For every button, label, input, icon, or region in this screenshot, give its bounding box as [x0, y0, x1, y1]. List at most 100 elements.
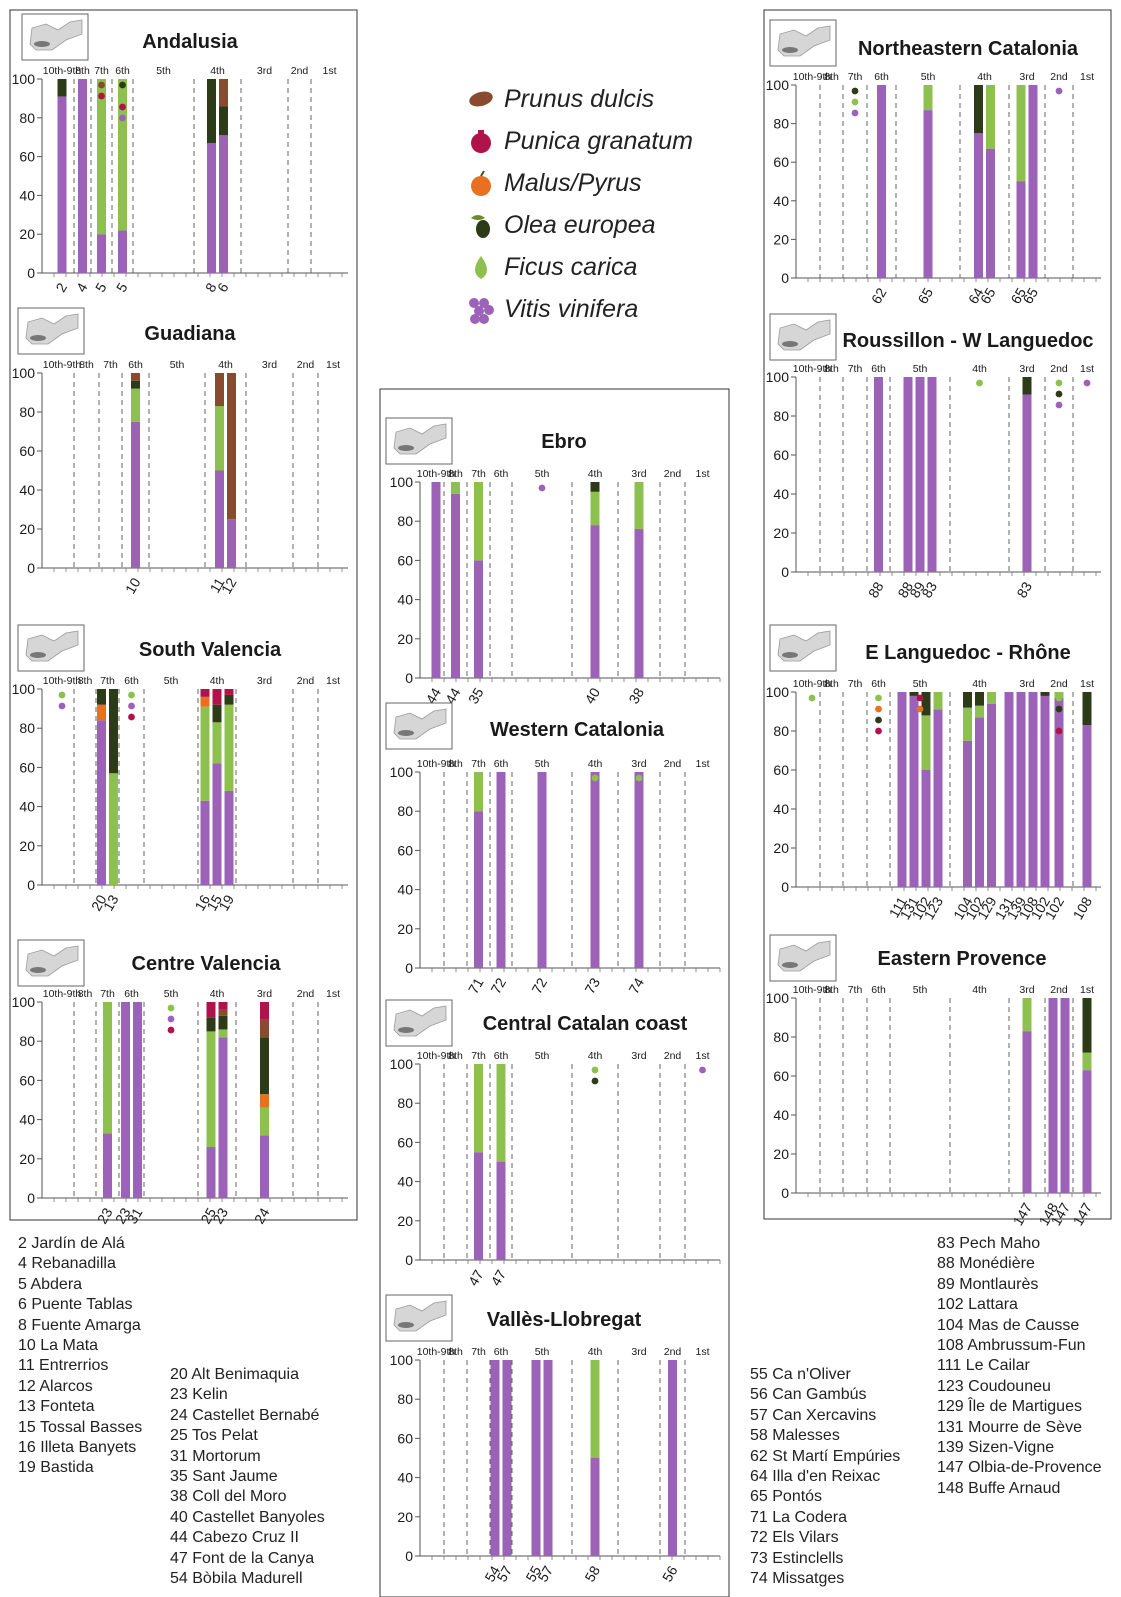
site-list-right-2: 83 Pech Maho 88 Monédière 89 Montlaurès 102… — [937, 1234, 1102, 1499]
bar: 55 — [522, 1360, 544, 1584]
bar-segment-vitis — [897, 692, 907, 887]
bar: 88 — [894, 377, 916, 600]
bar-segment-ficus — [986, 85, 995, 149]
period-label: 7th — [848, 678, 863, 690]
presence-dot-vitis — [1055, 401, 1063, 409]
bar-segment-vitis — [1028, 692, 1038, 887]
presence-dot-ficus — [851, 98, 859, 106]
period-label: 10th-9th — [793, 363, 832, 375]
bar-site-label: 65 — [1007, 285, 1029, 307]
site-list-item: 73 Estinclells — [750, 1549, 844, 1567]
presence-dot-ficus — [1055, 694, 1063, 702]
bar-site-label: 65 — [914, 285, 936, 307]
site-list-item: 20 Alt Benimaquia — [170, 1366, 299, 1383]
site-list-item: 139 Sizen-Vigne — [937, 1439, 1055, 1457]
bar-segment-olea — [131, 380, 140, 389]
bar: 40 — [581, 482, 603, 706]
mini-map-region — [782, 341, 798, 347]
period-label: 5th — [535, 468, 550, 480]
y-tick-label: 60 — [773, 762, 789, 778]
legend-item-malus: Malus/Pyrus — [462, 162, 693, 204]
bar-segment-malus — [97, 704, 106, 721]
bar-segment-punica — [224, 689, 234, 695]
y-tick-label: 40 — [19, 1112, 35, 1128]
bar-segment-ficus — [200, 706, 210, 801]
bar-site-label: 23 — [94, 1205, 116, 1227]
period-label: 8th — [78, 675, 93, 687]
presence-dot-vitis — [1083, 379, 1091, 387]
bar: 6 — [214, 79, 232, 295]
y-tick-label: 20 — [19, 226, 35, 242]
bar-segment-vitis — [502, 1360, 512, 1556]
bar-segment-vitis — [219, 135, 228, 273]
bar-segment-ficus — [474, 1064, 483, 1153]
presence-dot-punica — [1055, 727, 1063, 735]
bar-segment-olea — [212, 704, 222, 723]
period-label: 10th-9th — [43, 675, 82, 687]
chart-panel: Central Catalan coast 0 20 40 60 80 100 10th-9t… — [385, 999, 721, 1288]
y-tick-label: 40 — [773, 486, 789, 502]
bar-segment-vitis — [1004, 692, 1014, 887]
bar-segment-vitis — [903, 377, 913, 572]
period-label: 8th — [448, 1050, 463, 1062]
bar-segment-vitis — [1048, 998, 1058, 1193]
panel-frame — [379, 388, 730, 1597]
bar-segment-vitis — [986, 148, 995, 278]
period-label: 4th — [977, 71, 992, 83]
y-tick-label: 80 — [19, 110, 35, 126]
site-list-item: 2 Jardín de Alá — [18, 1235, 125, 1252]
bar-site-label: 89 — [906, 579, 928, 601]
bar-segment-ficus — [260, 1107, 269, 1136]
period-label: 6th — [494, 1346, 509, 1358]
bar-segment-ficus — [590, 491, 600, 526]
legend-label: Punica granatum — [504, 126, 694, 155]
site-list-item: 58 Malesses — [750, 1427, 840, 1445]
bar-segment-malus — [200, 696, 210, 707]
mini-map-region — [782, 47, 798, 53]
bar: 23 — [112, 1002, 134, 1226]
period-label: 3rd — [1019, 984, 1034, 996]
bar-segment-ficus — [933, 692, 943, 710]
bar-segment-vitis — [227, 519, 236, 568]
presence-dot-ficus — [119, 92, 126, 100]
bar-segment-olea — [218, 1015, 228, 1030]
bar-segment-vitis — [909, 695, 919, 887]
legend-item-vitis: Vitis vinifera — [462, 288, 693, 330]
bar-site-label: 23 — [209, 1205, 231, 1227]
site-list-item: 74 Missatges — [750, 1570, 845, 1588]
bar-site-label: 11 — [206, 575, 227, 596]
bar: 8 — [202, 79, 220, 295]
period-label: 10th-9th — [43, 988, 82, 1000]
presence-dot-vitis — [538, 484, 546, 492]
y-tick-label: 60 — [397, 842, 413, 858]
bar: 2 — [52, 79, 70, 295]
fig-icon — [462, 250, 500, 284]
y-tick-label: 0 — [405, 1252, 413, 1268]
bar-segment-vitis — [474, 560, 483, 678]
period-label: 7th — [100, 988, 115, 1000]
bar-site-label: 57 — [534, 1563, 556, 1585]
bar-segment-vitis — [474, 811, 483, 968]
period-label: 3rd — [631, 468, 646, 480]
bar: 147 — [1010, 998, 1035, 1228]
chart-title: Northeastern Catalonia — [858, 38, 1079, 60]
bar-segment-ficus — [103, 1002, 112, 1134]
site-list-item: 31 Mortorum — [170, 1447, 261, 1465]
y-tick-label: 40 — [397, 1470, 413, 1486]
bar-segment-vitis — [224, 790, 234, 885]
site-list-item: 104 Mas de Causse — [937, 1316, 1080, 1334]
bar-segment-olea — [260, 1037, 269, 1095]
presence-dot-vitis — [1055, 716, 1063, 724]
period-label: 4th — [972, 984, 987, 996]
y-tick-label: 100 — [12, 365, 36, 381]
y-tick-label: 20 — [19, 521, 35, 537]
bar-segment-prunus — [227, 373, 236, 520]
bar-site-label: 25 — [197, 1205, 219, 1227]
bar-segment-ficus — [1016, 85, 1026, 182]
bar-segment-olea — [109, 689, 118, 774]
site-list-item: 16 Illeta Banyets — [18, 1439, 137, 1457]
period-label: 8th — [824, 678, 839, 690]
y-tick-label: 40 — [19, 482, 35, 498]
presence-dot-punica — [916, 694, 924, 702]
y-tick-label: 20 — [397, 921, 413, 937]
